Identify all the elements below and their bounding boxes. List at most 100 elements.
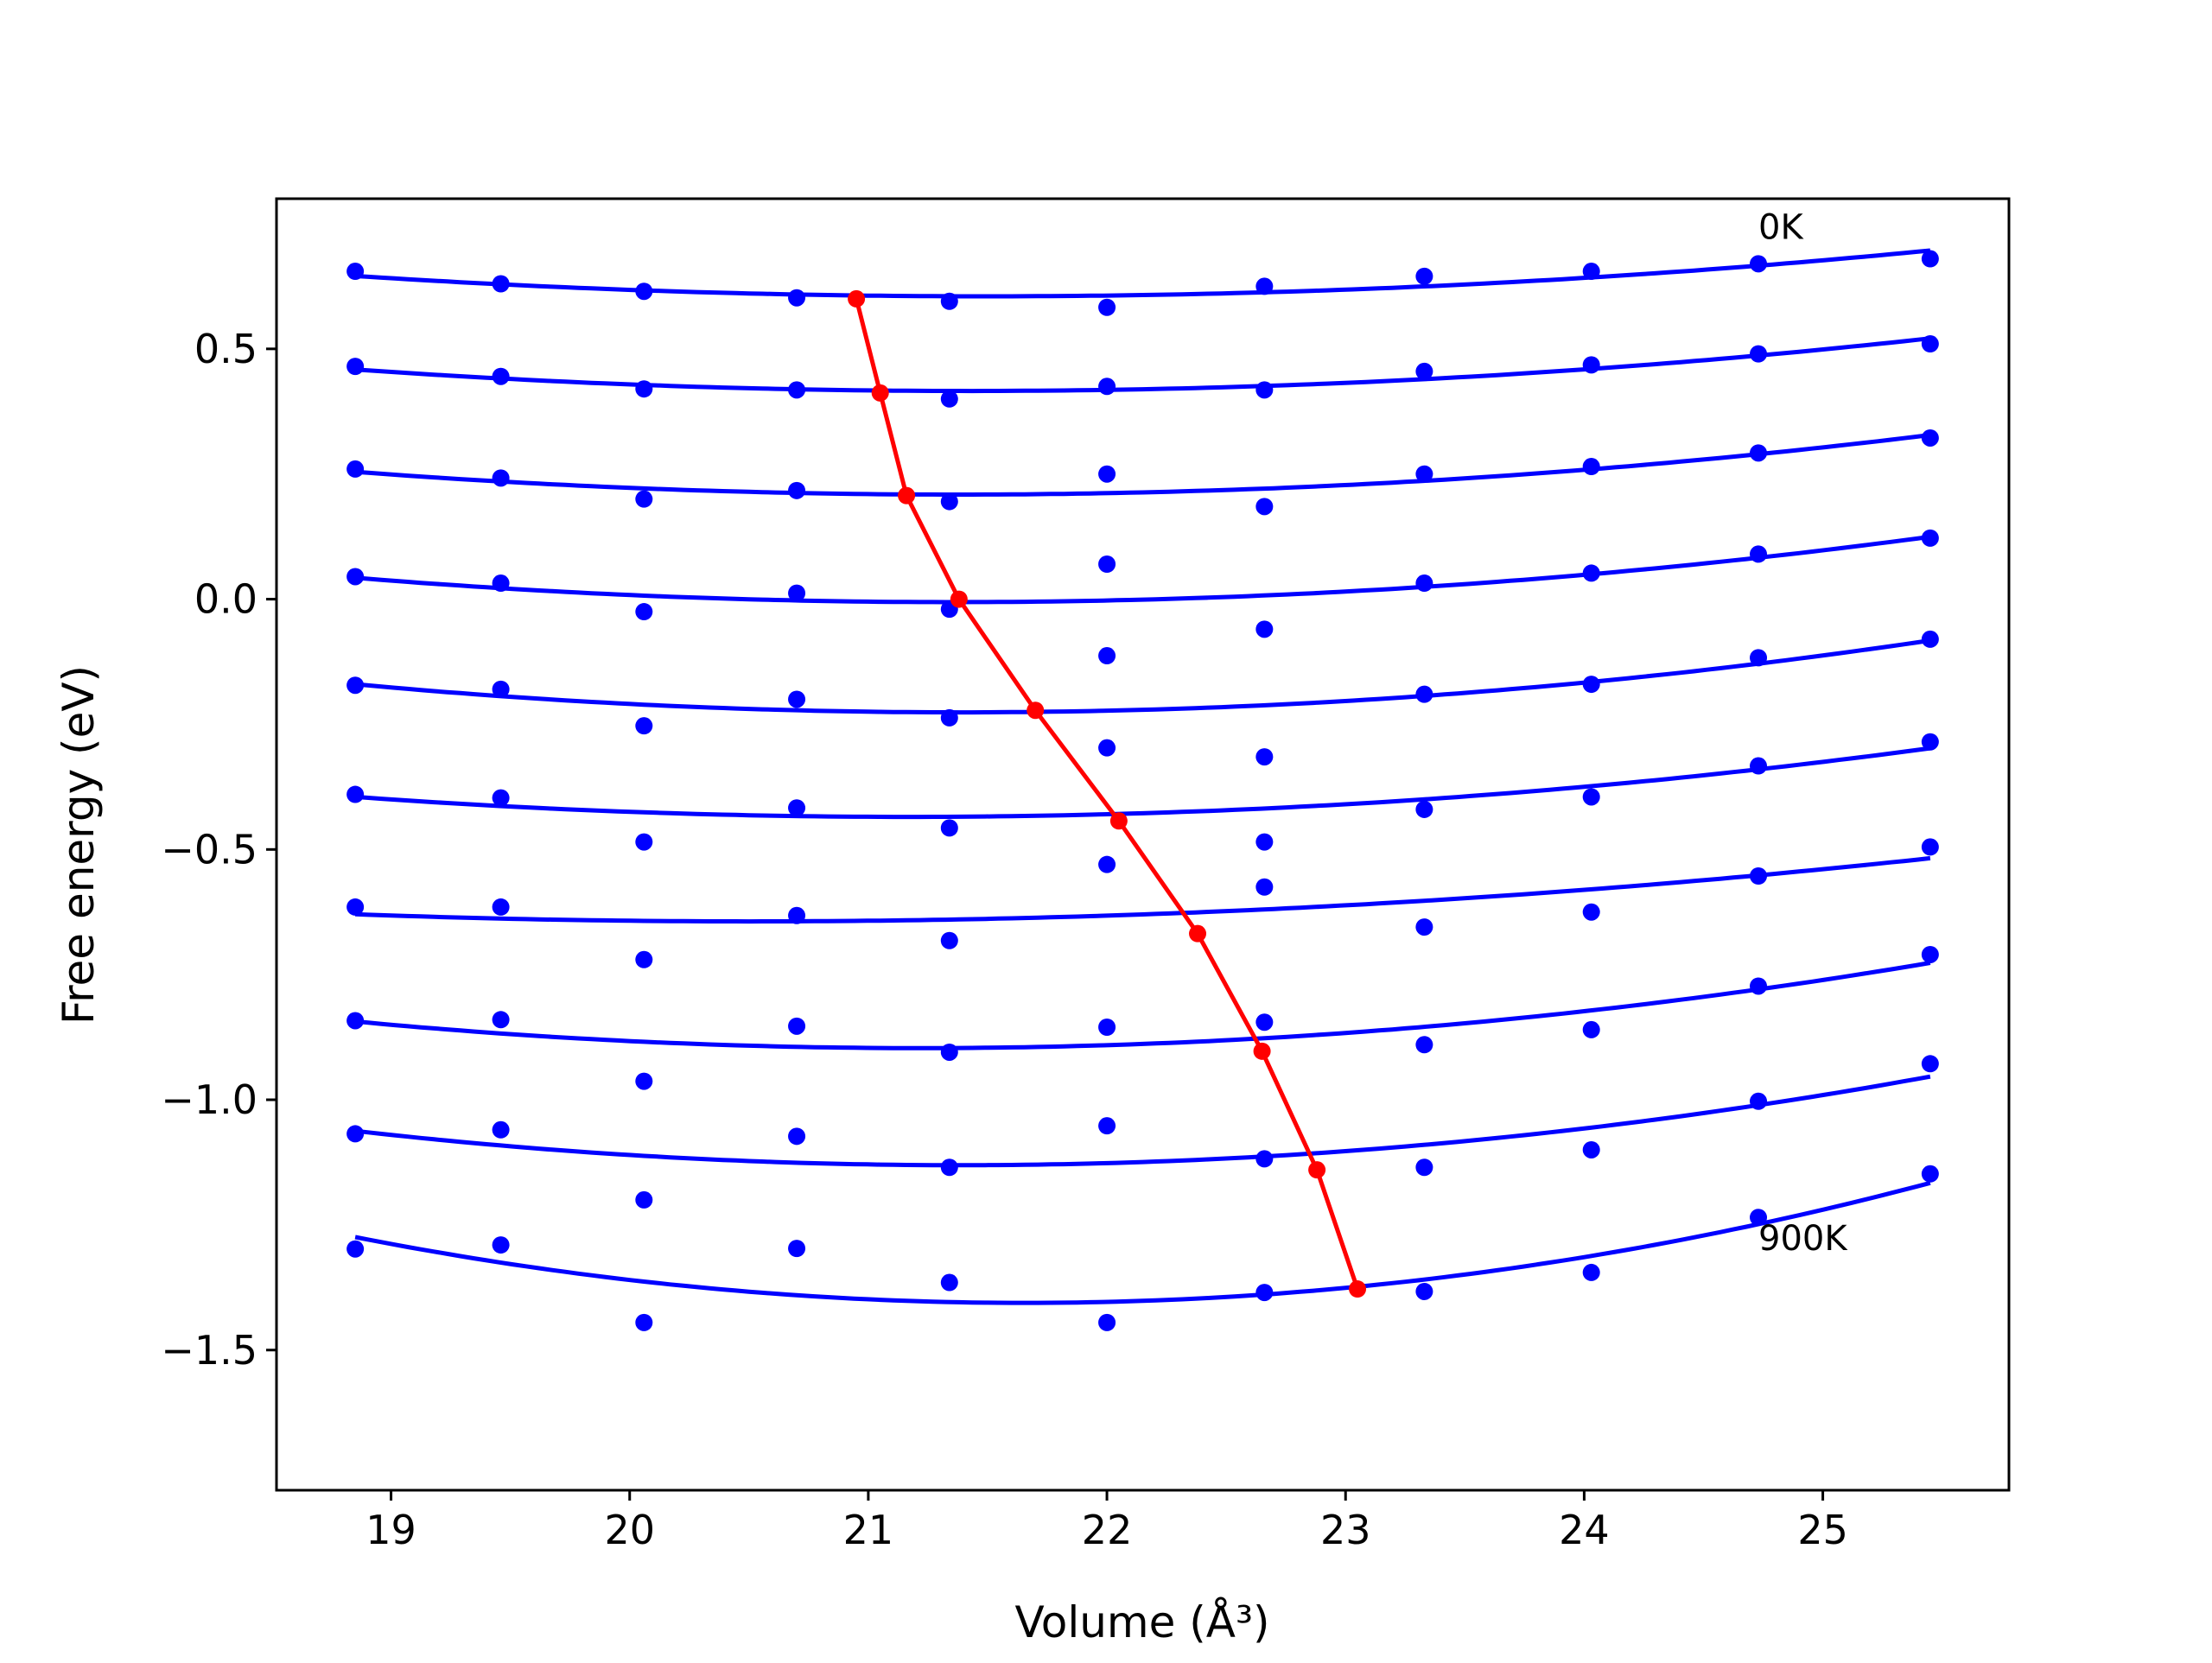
data-point xyxy=(940,931,958,949)
x-tick-label: 20 xyxy=(604,1507,655,1553)
data-point xyxy=(940,1158,958,1177)
y-tick-label: 0.5 xyxy=(194,326,257,372)
plot-frame xyxy=(275,197,2011,1492)
data-point xyxy=(492,367,510,385)
data-point xyxy=(346,1240,365,1258)
fit-curve xyxy=(354,1180,1931,1305)
data-point xyxy=(1921,428,1939,447)
data-point xyxy=(1098,1019,1116,1037)
data-point xyxy=(635,380,653,398)
data-point xyxy=(1098,739,1116,757)
data-point xyxy=(1750,649,1768,667)
x-tick-label: 25 xyxy=(1797,1507,1848,1553)
minimum-path-line xyxy=(854,298,1360,1290)
fit-curve xyxy=(354,433,1931,497)
x-axis-label: Volume (Å³) xyxy=(1014,1597,1269,1647)
data-point xyxy=(1582,1263,1600,1281)
data-point xyxy=(1415,685,1433,703)
data-point xyxy=(1415,362,1433,380)
data-point xyxy=(940,492,958,511)
data-point xyxy=(1582,564,1600,582)
data-point xyxy=(1415,267,1433,285)
data-point xyxy=(1921,250,1939,268)
data-point xyxy=(1255,620,1274,638)
data-point xyxy=(1921,945,1939,963)
data-point xyxy=(1415,1158,1433,1177)
curve-annotation: 900K xyxy=(1758,1219,1848,1259)
data-point xyxy=(788,481,806,499)
data-point xyxy=(492,680,510,698)
data-point xyxy=(346,1125,365,1143)
data-point xyxy=(940,1043,958,1061)
minimum-point xyxy=(1308,1161,1326,1179)
data-point xyxy=(635,490,653,508)
data-point xyxy=(1750,757,1768,775)
y-axis-label: Free energy (eV) xyxy=(54,665,104,1025)
data-point xyxy=(1415,574,1433,593)
x-tick-label: 19 xyxy=(365,1507,416,1553)
x-tick-label: 21 xyxy=(843,1507,894,1553)
data-point xyxy=(346,460,365,478)
data-point xyxy=(788,381,806,399)
data-point xyxy=(346,358,365,376)
data-point xyxy=(1582,903,1600,921)
data-point xyxy=(1255,878,1274,896)
minimum-path xyxy=(848,289,1367,1298)
data-point xyxy=(1750,444,1768,462)
data-point xyxy=(788,584,806,602)
data-point xyxy=(1921,838,1939,856)
data-point xyxy=(635,950,653,968)
fit-curve xyxy=(354,638,1931,715)
data-point xyxy=(788,1240,806,1258)
fit-curve xyxy=(354,961,1931,1050)
data-point xyxy=(1750,1092,1768,1110)
data-point xyxy=(1921,529,1939,547)
data-point xyxy=(346,785,365,803)
x-tick-label: 22 xyxy=(1082,1507,1133,1553)
data-point xyxy=(1098,378,1116,396)
data-point xyxy=(1750,1209,1768,1227)
data-point xyxy=(1921,1165,1939,1183)
data-point xyxy=(635,1313,653,1331)
data-point xyxy=(1098,855,1116,873)
data-point xyxy=(635,717,653,735)
data-point xyxy=(1098,555,1116,574)
minimum-point xyxy=(950,590,968,608)
data-point xyxy=(788,906,806,924)
data-point xyxy=(940,292,958,310)
data-point xyxy=(1582,788,1600,806)
data-point xyxy=(492,275,510,293)
fit-curves xyxy=(354,248,1931,1305)
data-point xyxy=(1255,381,1274,399)
data-point xyxy=(1255,498,1274,516)
fit-curve xyxy=(354,248,1931,299)
data-point xyxy=(788,1017,806,1035)
y-axis-ticks: 0.5 0.0 −0.5 −1.0 −1.5 xyxy=(161,326,276,1374)
data-point xyxy=(1255,748,1274,766)
minimum-point xyxy=(1349,1280,1367,1298)
data-point xyxy=(940,708,958,727)
data-point xyxy=(1098,1117,1116,1135)
x-tick-label: 24 xyxy=(1559,1507,1610,1553)
data-point xyxy=(492,574,510,593)
y-tick-label: −1.0 xyxy=(161,1076,257,1123)
data-point xyxy=(492,789,510,807)
data-point xyxy=(1255,1150,1274,1168)
annotations: 0K 900K xyxy=(1758,207,1848,1259)
data-point xyxy=(940,1273,958,1292)
data-point xyxy=(1255,277,1274,295)
data-points xyxy=(346,250,1939,1331)
data-point xyxy=(635,1190,653,1209)
minimum-point xyxy=(848,289,866,308)
data-point xyxy=(635,1072,653,1090)
y-tick-label: −1.5 xyxy=(161,1327,257,1374)
fit-curve xyxy=(354,1074,1931,1168)
data-point xyxy=(788,799,806,817)
data-point xyxy=(1750,545,1768,563)
fit-curve xyxy=(354,746,1931,820)
data-point xyxy=(1415,1282,1433,1300)
data-point xyxy=(1415,465,1433,483)
data-point xyxy=(1582,1020,1600,1038)
data-point xyxy=(346,676,365,695)
